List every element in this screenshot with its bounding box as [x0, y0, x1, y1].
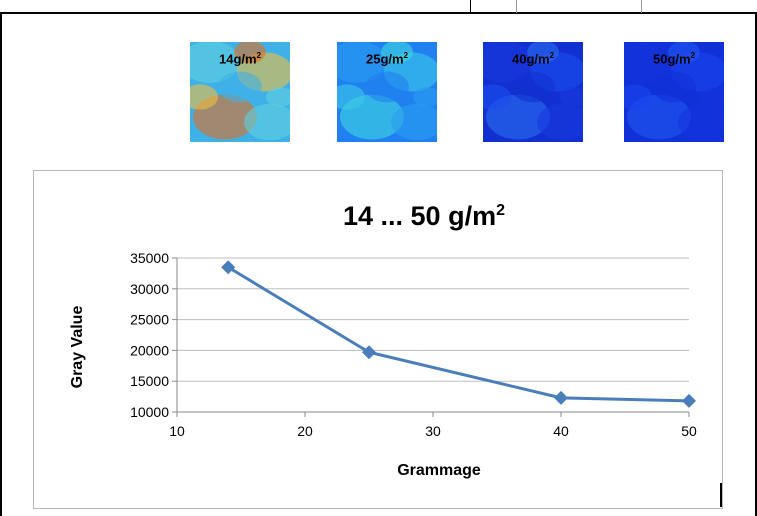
- texture-image: [483, 42, 583, 142]
- x-tick-label: 30: [425, 423, 441, 439]
- line-chart: 10 20 30 40 50 10000 15000 20000 25000 30000 35000…: [69, 201, 697, 479]
- thumbnail-label-value: 50g/m: [652, 51, 691, 67]
- thumbnail-label-sup: 2: [690, 51, 696, 60]
- x-tick-label: 20: [297, 423, 313, 439]
- y-tick-label: 15000: [130, 373, 169, 389]
- data-point: [554, 390, 568, 405]
- thumbnail-2: 25g/m2: [337, 42, 437, 142]
- y-tick-label: 20000: [130, 342, 169, 358]
- thumbnail-label-value: 40g/m: [511, 51, 550, 67]
- thumbnail-1: 14g/m2: [190, 42, 290, 142]
- top-divider-2: [516, 0, 517, 13]
- chart-title-sup: 2: [496, 202, 505, 219]
- data-point: [682, 393, 696, 408]
- x-tick-label: 10: [169, 423, 185, 439]
- thumbnail-label: 50g/m2: [624, 51, 724, 66]
- thumbnail-label-sup: 2: [549, 51, 555, 60]
- y-tick-label: 35000: [130, 250, 169, 266]
- chart-title-text: 14 ... 50 g/m: [343, 201, 496, 231]
- thumbnail-label-sup: 2: [403, 51, 409, 60]
- thumbnail-label: 14g/m2: [190, 51, 290, 66]
- thumbnail-label: 25g/m2: [337, 51, 437, 66]
- texture-image: [190, 42, 290, 142]
- x-axis-label: Grammage: [397, 462, 481, 479]
- thumbnail-label-value: 14g/m: [218, 51, 257, 67]
- right-border: [755, 12, 757, 516]
- top-divider-3: [641, 0, 642, 13]
- left-border: [0, 12, 2, 516]
- thumbnail-label-sup: 2: [256, 51, 262, 60]
- data-point: [221, 260, 236, 275]
- y-axis-label: Gray Value: [69, 306, 86, 389]
- texture-image: [337, 42, 437, 142]
- edge-mark: [720, 483, 722, 507]
- thumbnail-3: 40g/m2: [483, 42, 583, 142]
- thumbnail-label-value: 25g/m: [365, 51, 404, 67]
- x-tick-label: 40: [553, 423, 569, 439]
- data-point: [362, 345, 376, 360]
- texture-image: [624, 42, 724, 142]
- y-tick-label: 30000: [130, 281, 169, 297]
- x-tick-label: 50: [681, 423, 697, 439]
- thumbnail-label: 40g/m2: [483, 51, 583, 66]
- chart-panel: 10 20 30 40 50 10000 15000 20000 25000 30000 35000…: [33, 170, 723, 509]
- thumbnail-4: 50g/m2: [624, 42, 724, 142]
- y-tick-label: 10000: [130, 404, 169, 420]
- y-tick-label: 25000: [130, 312, 169, 328]
- top-border: [0, 12, 757, 14]
- chart-title: 14 ... 50 g/m2: [343, 201, 505, 231]
- series-line: [227, 265, 690, 403]
- top-divider-1: [470, 0, 471, 13]
